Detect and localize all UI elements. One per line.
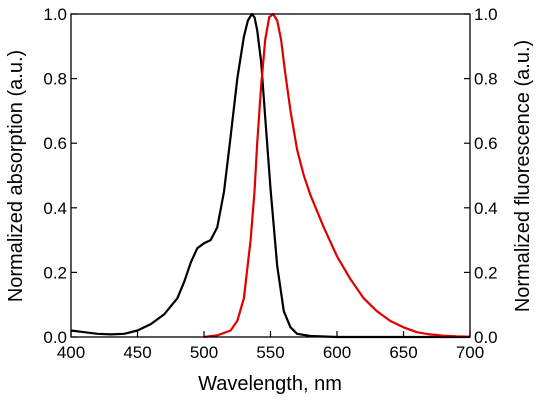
y-tick-label-left: 0.6 [43,134,67,153]
y-tick-label-left: 1.0 [43,5,67,24]
y-tick-label-right: 1.0 [474,5,498,24]
y-tick-label-right: 0.4 [474,199,498,218]
x-tick-label: 450 [123,343,151,362]
y-tick-label-left: 0.4 [43,199,67,218]
y-axis-title-right: Normalized fluorescence (a.u.) [512,40,534,312]
x-tick-label: 550 [256,343,284,362]
x-tick-label: 650 [389,343,417,362]
x-tick-label: 500 [190,343,218,362]
x-tick-label: 700 [456,343,484,362]
y-tick-label-left: 0.8 [43,70,67,89]
y-tick-label-right: 0.8 [474,70,498,89]
y-tick-label-left: 0.2 [43,263,67,282]
x-axis-title: Wavelength, nm [198,373,342,395]
y-tick-label-right: 0.0 [474,328,498,347]
y-tick-label-left: 0.0 [43,328,67,347]
x-tick-label: 400 [57,343,85,362]
y-axis-title-left: Normalized absorption (a.u.) [5,50,27,302]
absorption-curve [70,12,470,339]
y-tick-label-right: 0.2 [474,263,498,282]
curves-layer [70,12,471,339]
x-tick-label: 600 [323,343,351,362]
fluorescence-curve [203,12,471,339]
y-tick-label-right: 0.6 [474,134,498,153]
